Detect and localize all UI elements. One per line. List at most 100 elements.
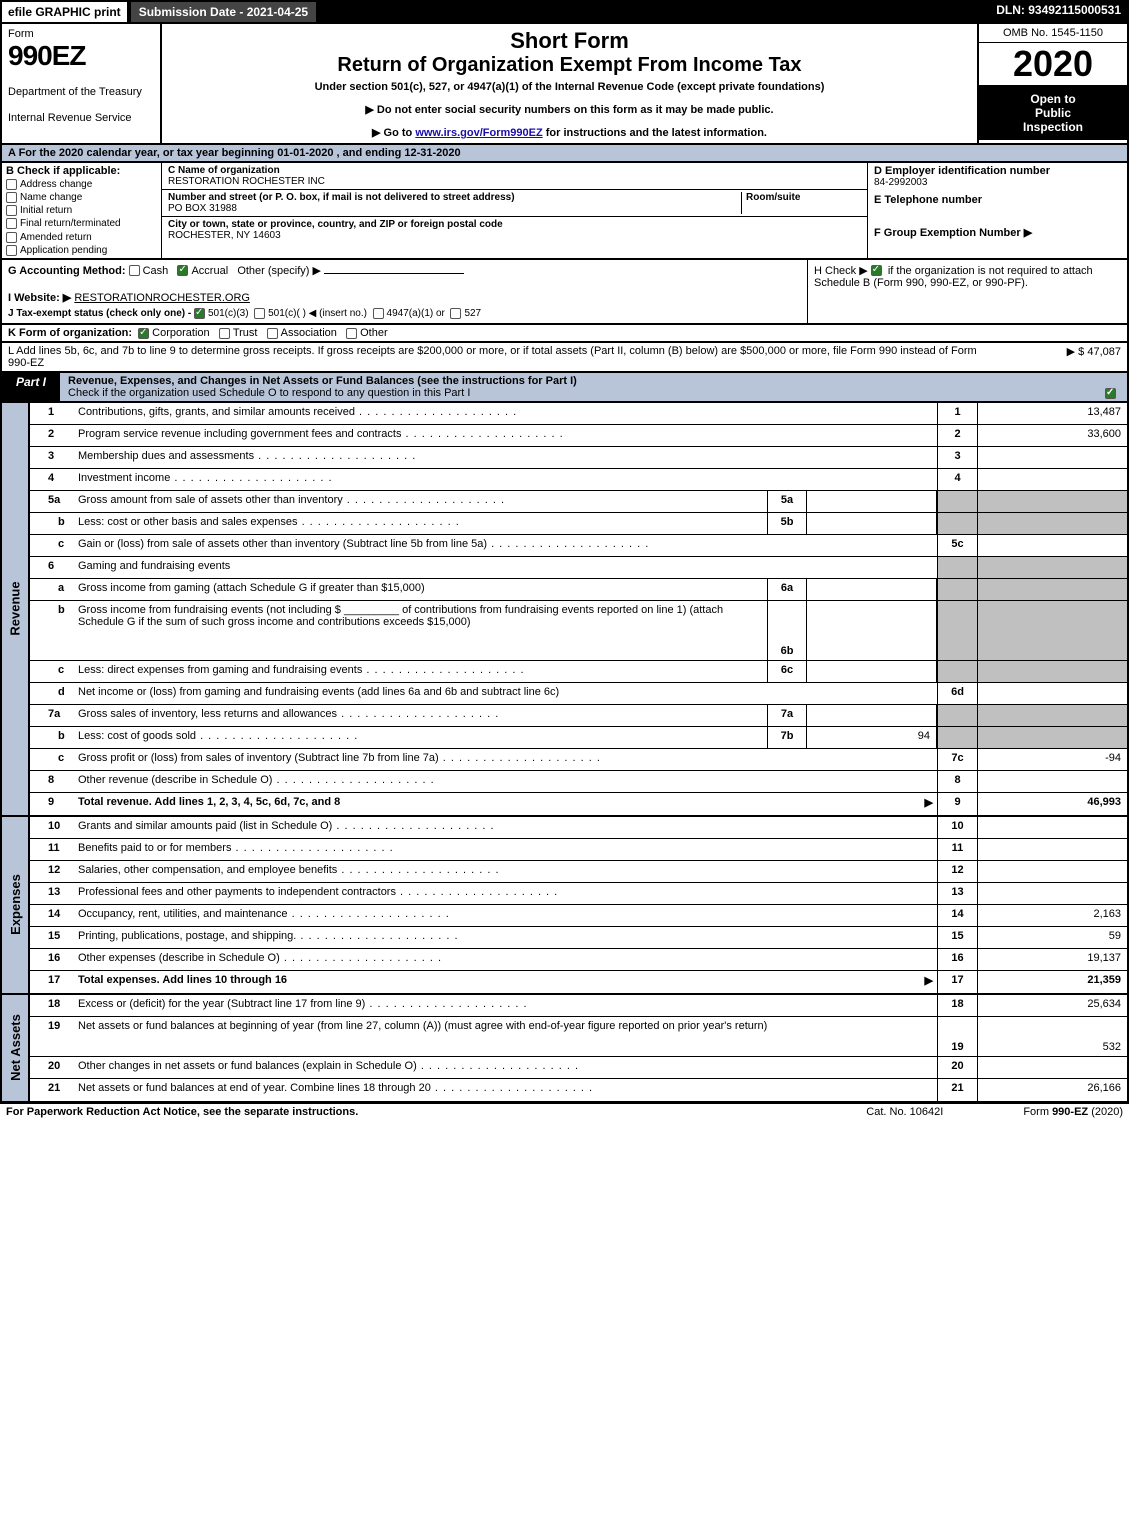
line-6-desc: Gaming and fundraising events <box>74 557 937 578</box>
chk-h-schedule-b[interactable] <box>871 265 882 276</box>
line-7c-desc: Gross profit or (loss) from sales of inv… <box>74 749 937 770</box>
line-7b-val-gray <box>977 727 1127 748</box>
note-ssn: ▶ Do not enter social security numbers o… <box>170 103 969 116</box>
line-15-val: 59 <box>977 927 1127 948</box>
line-18-num: 18 <box>30 995 74 1016</box>
line-5a-mid: 5a <box>767 491 807 512</box>
line-7b-midval: 94 <box>807 727 937 748</box>
dept-treasury: Department of the Treasury <box>8 86 154 98</box>
line-7c-ref: 7c <box>937 749 977 770</box>
line-2: 2 Program service revenue including gove… <box>30 425 1127 447</box>
line-16-ref: 16 <box>937 949 977 970</box>
line-17-ref: 17 <box>937 971 977 993</box>
line-6a-num: a <box>30 579 74 600</box>
line-19: 19 Net assets or fund balances at beginn… <box>30 1017 1127 1057</box>
line-5c-desc: Gain or (loss) from sale of assets other… <box>74 535 937 556</box>
city-row: City or town, state or province, country… <box>162 217 867 243</box>
city-value: ROCHESTER, NY 14603 <box>168 230 861 241</box>
irs-form-link[interactable]: www.irs.gov/Form990EZ <box>415 127 542 139</box>
chk-amended-return[interactable]: Amended return <box>6 232 157 243</box>
chk-501c[interactable] <box>254 308 265 319</box>
line-6a-mid: 6a <box>767 579 807 600</box>
line-6d: d Net income or (loss) from gaming and f… <box>30 683 1127 705</box>
line-9-desc-wrap: Total revenue. Add lines 1, 2, 3, 4, 5c,… <box>74 793 937 815</box>
line-7a-num: 7a <box>30 705 74 726</box>
chk-accrual[interactable] <box>177 265 188 276</box>
submission-date-label: Submission Date - 2021-04-25 <box>129 0 318 24</box>
line-6c: c Less: direct expenses from gaming and … <box>30 661 1127 683</box>
line-1-num: 1 <box>30 403 74 424</box>
title-short-form: Short Form <box>170 28 969 54</box>
line-6c-ref-gray <box>937 661 977 682</box>
chk-name-change[interactable]: Name change <box>6 192 157 203</box>
line-7c: c Gross profit or (loss) from sales of i… <box>30 749 1127 771</box>
chk-501c3[interactable] <box>194 308 205 319</box>
footer-form-ref: Form 990-EZ (2020) <box>1023 1106 1123 1118</box>
line-20-desc: Other changes in net assets or fund bala… <box>74 1057 937 1078</box>
line-9-val: 46,993 <box>977 793 1127 815</box>
l-text: L Add lines 5b, 6c, and 7b to line 9 to … <box>8 345 1001 369</box>
j-501c3: 501(c)(3) <box>208 308 249 319</box>
line-18-desc: Excess or (deficit) for the year (Subtra… <box>74 995 937 1016</box>
line-17-val: 21,359 <box>977 971 1127 993</box>
line-13-num: 13 <box>30 883 74 904</box>
section-def: D Employer identification number 84-2992… <box>867 163 1127 258</box>
line-20-ref: 20 <box>937 1057 977 1078</box>
chk-4947[interactable] <box>373 308 384 319</box>
line-9-desc: Total revenue. Add lines 1, 2, 3, 4, 5c,… <box>78 796 340 808</box>
line-7a-ref-gray <box>937 705 977 726</box>
part-i-tag: Part I <box>2 373 60 401</box>
k-row: K Form of organization: Corporation Trus… <box>0 325 1129 343</box>
line-7a-mid: 7a <box>767 705 807 726</box>
line-5a-desc: Gross amount from sale of assets other t… <box>74 491 767 512</box>
chk-final-return[interactable]: Final return/terminated <box>6 218 157 229</box>
chk-initial-return[interactable]: Initial return <box>6 205 157 216</box>
g-cash: Cash <box>143 265 169 277</box>
chk-association[interactable] <box>267 328 278 339</box>
line-18-val: 25,634 <box>977 995 1127 1016</box>
note-link-pre: ▶ Go to <box>372 127 415 139</box>
phone-label: E Telephone number <box>874 194 1121 206</box>
line-5b-midval <box>807 513 937 534</box>
header-right: OMB No. 1545-1150 2020 Open to Public In… <box>977 24 1127 143</box>
line-6a-desc: Gross income from gaming (attach Schedul… <box>74 579 767 600</box>
line-6b-midval <box>807 601 937 660</box>
efile-print-label[interactable]: efile GRAPHIC print <box>0 0 129 24</box>
line-1-ref: 1 <box>937 403 977 424</box>
line-10: 10 Grants and similar amounts paid (list… <box>30 817 1127 839</box>
line-3-val <box>977 447 1127 468</box>
chk-527[interactable] <box>450 308 461 319</box>
org-name-label: C Name of organization <box>168 165 861 176</box>
note-link: ▶ Go to www.irs.gov/Form990EZ for instru… <box>170 126 969 139</box>
line-8-num: 8 <box>30 771 74 792</box>
chk-trust[interactable] <box>219 328 230 339</box>
header-left: Form 990EZ Department of the Treasury In… <box>2 24 162 143</box>
chk-other[interactable] <box>346 328 357 339</box>
chk-corporation[interactable] <box>138 328 149 339</box>
line-5b-ref-gray <box>937 513 977 534</box>
chk-application-pending[interactable]: Application pending <box>6 245 157 256</box>
j-527: 527 <box>464 308 481 319</box>
g-other-input[interactable] <box>324 273 464 274</box>
l-row: L Add lines 5b, 6c, and 7b to line 9 to … <box>0 343 1129 373</box>
line-6b: b Gross income from fundraising events (… <box>30 601 1127 661</box>
chk-cash[interactable] <box>129 265 140 276</box>
line-7a-desc: Gross sales of inventory, less returns a… <box>74 705 767 726</box>
net-assets-section: Net Assets 18 Excess or (deficit) for th… <box>0 995 1129 1103</box>
line-11: 11 Benefits paid to or for members 11 <box>30 839 1127 861</box>
line-7b-mid: 7b <box>767 727 807 748</box>
website-link[interactable]: RESTORATIONROCHESTER.ORG <box>74 292 250 304</box>
line-6-num: 6 <box>30 557 74 578</box>
line-8-desc: Other revenue (describe in Schedule O) <box>74 771 937 792</box>
chk-address-change[interactable]: Address change <box>6 179 157 190</box>
line-14-desc: Occupancy, rent, utilities, and maintena… <box>74 905 937 926</box>
line-16-val: 19,137 <box>977 949 1127 970</box>
line-9-ref: 9 <box>937 793 977 815</box>
addr-row: Number and street (or P. O. box, if mail… <box>162 190 867 217</box>
chk-schedule-o[interactable] <box>1105 388 1116 399</box>
line-15-num: 15 <box>30 927 74 948</box>
line-6a-ref-gray <box>937 579 977 600</box>
k-trust: Trust <box>233 327 258 339</box>
line-2-num: 2 <box>30 425 74 446</box>
line-1: 1 Contributions, gifts, grants, and simi… <box>30 403 1127 425</box>
